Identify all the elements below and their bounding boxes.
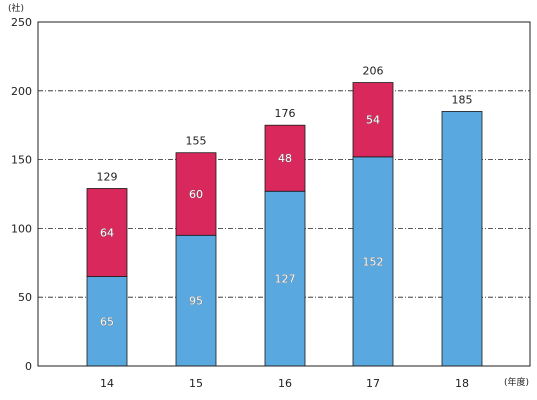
total-value-label: 185 [452, 93, 473, 106]
segment-value-label: 54 [366, 114, 380, 127]
y-tick-label: 100 [11, 222, 32, 235]
bar-segment-1 [175, 152, 217, 236]
bar-segment-0 [264, 190, 306, 367]
segment-value-label: 127 [275, 273, 296, 286]
y-axis-unit: (社) [8, 2, 24, 14]
segment-value-label: 65 [100, 315, 114, 328]
y-tick-label: 0 [25, 360, 32, 373]
axes [37, 21, 531, 367]
x-tick-label: 15 [189, 377, 203, 390]
total-value-label: 206 [363, 65, 384, 78]
total-value-label: 129 [97, 170, 118, 183]
total-value-label: 176 [275, 107, 296, 120]
bar-segment-0 [86, 276, 128, 367]
bar-segment-0 [352, 156, 394, 367]
labels: 0 50 100 150 200 250 65 64 129 14 95 60 155 15 127 48 17… [11, 16, 473, 390]
y-tick-label: 50 [18, 291, 32, 304]
bar-segment-0 [441, 111, 483, 367]
x-tick-label: 17 [366, 377, 380, 390]
bar-segment-1 [86, 188, 128, 277]
segment-value-label: 64 [100, 227, 114, 240]
y-tick-label: 250 [11, 16, 32, 29]
segment-value-label: 48 [278, 152, 292, 165]
bar-segment-1 [352, 82, 394, 158]
segment-value-label: 152 [363, 255, 384, 268]
segment-value-label: 60 [189, 188, 203, 201]
x-tick-label: 14 [100, 377, 114, 390]
x-tick-label: 16 [278, 377, 292, 390]
x-tick-label: 18 [455, 377, 469, 390]
y-tick-label: 200 [11, 85, 32, 98]
x-axis-unit: (年度) [504, 376, 529, 388]
segment-value-label: 95 [189, 295, 203, 308]
bar-segment-0 [175, 234, 217, 367]
total-value-label: 155 [186, 135, 207, 148]
bar-segment-1 [264, 124, 306, 192]
plot-frame [37, 21, 531, 367]
bars [86, 82, 483, 367]
y-tick-label: 150 [11, 154, 32, 167]
